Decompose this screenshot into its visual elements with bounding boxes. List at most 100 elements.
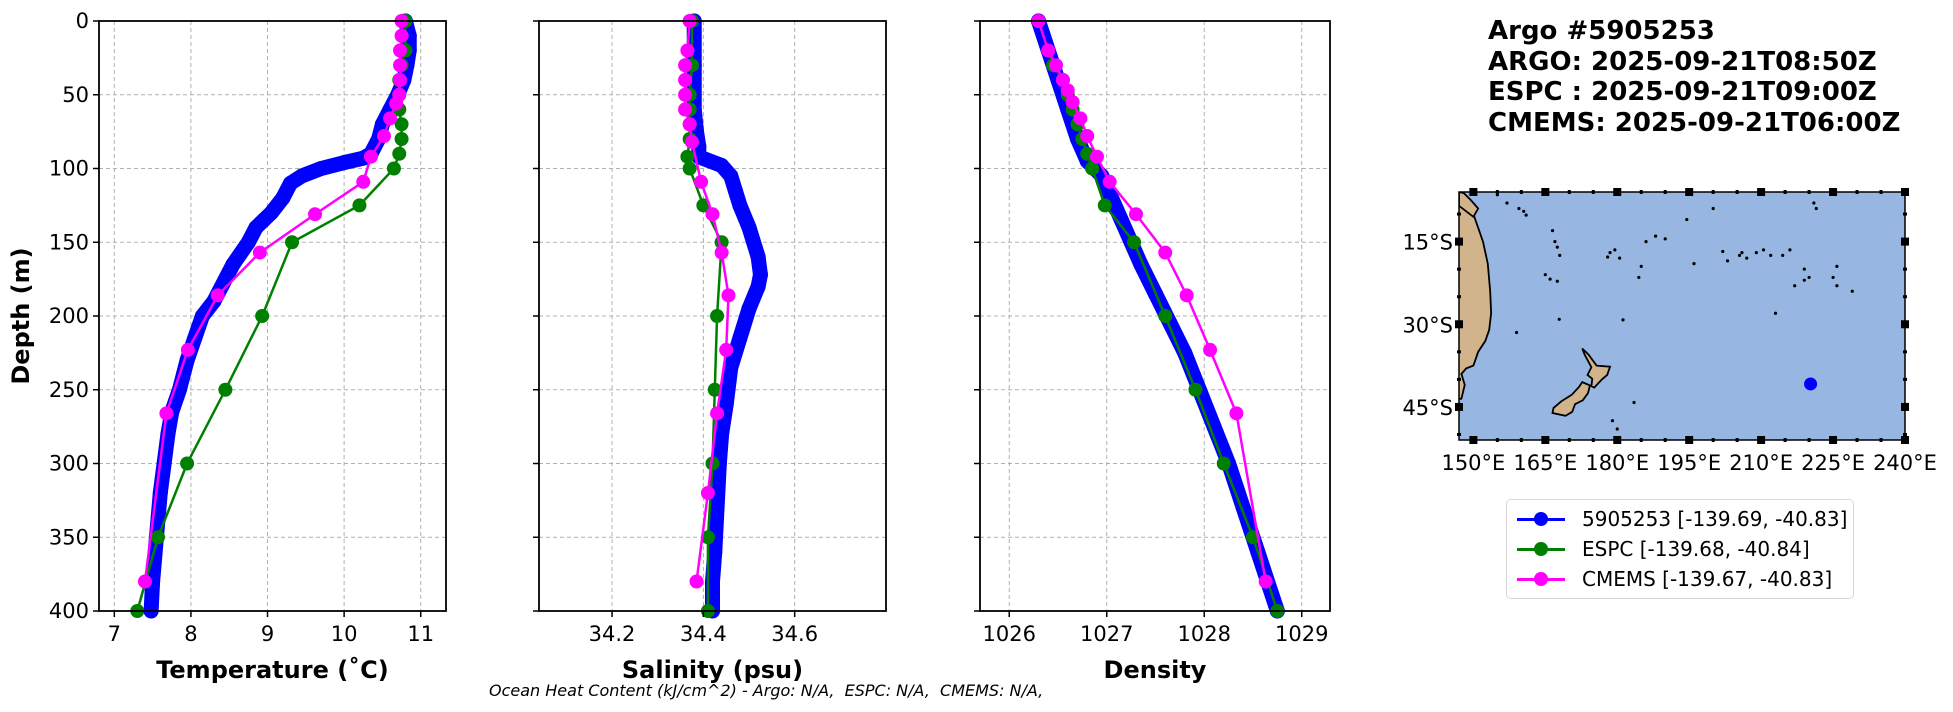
island-dot — [1831, 275, 1835, 280]
map-minor-tick — [1457, 405, 1461, 409]
new-guinea-landmass — [1459, 192, 1480, 219]
map-minor-tick — [1567, 438, 1571, 442]
island-dot — [1606, 255, 1610, 259]
map-minor-tick — [1639, 190, 1643, 194]
island-dot — [1550, 228, 1555, 233]
map-minor-tick — [1663, 438, 1667, 442]
data-point-CMEMS — [721, 288, 736, 303]
map-minor-tick — [1615, 438, 1619, 442]
x-tick-label: 1027 — [1080, 622, 1133, 646]
map-minor-tick — [1471, 438, 1475, 442]
island-dot — [1761, 248, 1766, 252]
legend-marker-cmems-icon — [1517, 569, 1565, 589]
map-minor-tick — [1495, 438, 1499, 442]
map-minor-tick — [1519, 438, 1523, 442]
x-tick-label: 11 — [407, 622, 434, 646]
y-tick-label: 0 — [76, 9, 89, 33]
data-point-CMEMS — [1065, 95, 1080, 110]
data-point-ESPC — [180, 456, 195, 471]
ocean-heat-content-note: Ocean Heat Content (kJ/cm^2) - Argo: N/A… — [489, 681, 1044, 700]
map-minor-tick — [1783, 438, 1787, 442]
map-minor-tick — [1567, 190, 1571, 194]
map-minor-tick — [1735, 438, 1739, 442]
island-dot — [1557, 317, 1561, 321]
map-minor-tick — [1807, 438, 1811, 442]
island-dot — [1637, 275, 1641, 280]
island-dot — [1522, 209, 1526, 213]
island-dot — [1807, 275, 1811, 280]
data-point-CMEMS — [1041, 43, 1056, 58]
chart-title: Argo #5905253 ARGO: 2025-09-21T08:50Z ES… — [1488, 16, 1900, 138]
island-dot — [1621, 318, 1625, 322]
x-tick-label: 34.6 — [771, 622, 818, 646]
island-dot — [1769, 253, 1773, 257]
y-tick-label: 200 — [49, 304, 89, 328]
island-dot — [1754, 251, 1758, 255]
data-point-5905253 — [194, 308, 210, 324]
map-minor-tick — [1903, 432, 1907, 436]
data-point-5905253 — [723, 360, 739, 376]
legend-label-espc: ESPC [-139.68, -40.84] — [1582, 537, 1810, 561]
data-point-ESPC — [682, 161, 697, 176]
title-float-id: Argo #5905253 — [1488, 16, 1715, 46]
legend-label-cmems: CMEMS [-139.67, -40.83] — [1582, 567, 1833, 591]
data-point-ESPC — [1085, 161, 1100, 176]
island-dot — [1802, 267, 1806, 271]
island-dot — [1814, 206, 1818, 211]
y-tick-label: 400 — [49, 599, 89, 623]
data-point-5905253 — [750, 249, 766, 265]
island-dot — [1548, 277, 1552, 281]
data-point-CMEMS — [210, 288, 225, 303]
data-point-CMEMS — [1089, 149, 1104, 164]
island-dot — [1850, 289, 1854, 293]
data-point-CMEMS — [383, 111, 398, 126]
map-minor-tick — [1457, 377, 1461, 381]
data-point-CMEMS — [1102, 174, 1117, 189]
data-point-5905253 — [741, 301, 757, 317]
data-point-5905253 — [732, 197, 748, 213]
data-point-CMEMS — [1049, 58, 1064, 73]
island-dot — [1555, 279, 1559, 283]
legend-item-argo: 5905253 [-139.69, -40.83] — [1517, 504, 1847, 534]
x-axis-label: Density — [1104, 656, 1207, 684]
data-point-5905253 — [248, 220, 264, 235]
data-point-CMEMS — [1229, 406, 1244, 421]
data-point-5905253 — [283, 175, 299, 191]
data-point-CMEMS — [1073, 111, 1088, 126]
data-point-ESPC — [150, 530, 165, 545]
data-point-5905253 — [723, 168, 739, 184]
data-point-CMEMS — [714, 245, 729, 260]
data-point-CMEMS — [356, 174, 371, 189]
x-tick-label: 1028 — [1178, 622, 1231, 646]
x-tick-label: 7 — [108, 622, 121, 646]
map-minor-tick — [1471, 190, 1475, 194]
map-minor-tick — [1903, 377, 1907, 381]
x-axis-label: Temperature (˚C) — [156, 656, 389, 684]
island-dot — [1711, 206, 1715, 211]
island-dot — [1517, 206, 1521, 211]
map-minor-tick — [1663, 190, 1667, 194]
data-point-CMEMS — [363, 149, 378, 164]
y-tick-label: 350 — [49, 525, 89, 549]
map-minor-tick — [1457, 212, 1461, 216]
island-dot — [1721, 249, 1725, 254]
x-tick-label: 9 — [261, 622, 274, 646]
data-point-CMEMS — [694, 174, 709, 189]
legend-label-argo: 5905253 [-139.69, -40.83] — [1582, 507, 1848, 531]
map-minor-tick — [1855, 190, 1859, 194]
y-axis-label: Depth (m) — [7, 247, 35, 384]
map-minor-tick — [1711, 190, 1715, 194]
map-minor-tick — [1543, 190, 1547, 194]
data-point-5905253 — [707, 544, 723, 560]
data-point-5905253 — [741, 220, 757, 235]
island-dot — [1644, 240, 1648, 244]
data-point-CMEMS — [393, 43, 408, 58]
series-line-CMEMS — [683, 20, 730, 582]
data-point-CMEMS — [678, 87, 693, 102]
australia-landmass — [1459, 196, 1493, 400]
island-dot — [1565, 444, 1568, 447]
map-minor-tick — [1903, 350, 1907, 354]
map-y-tick-label: 15°S — [1402, 231, 1453, 255]
island-dot — [1553, 240, 1557, 244]
